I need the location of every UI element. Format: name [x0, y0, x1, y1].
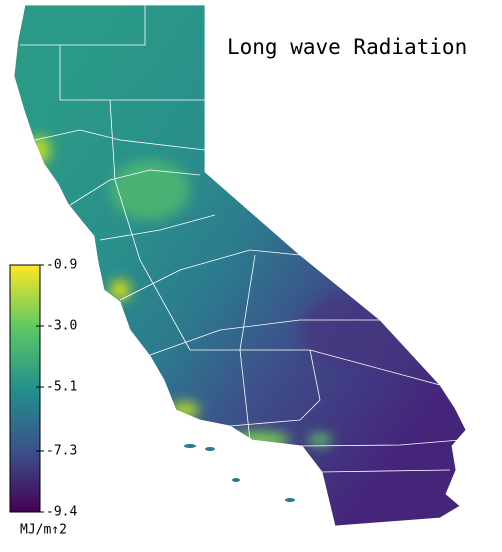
state-outline: [13, 4, 467, 527]
colorbar-tick-label: -7.3: [46, 443, 77, 458]
map-title: Long wave Radiation: [227, 35, 467, 59]
islands: [184, 444, 295, 502]
county-lines: [20, 5, 461, 473]
colorbar-label: MJ/m↑2: [20, 523, 67, 538]
colorbar-tick-label: -3.0: [46, 319, 77, 334]
colorbar-tick-label: -5.1: [46, 380, 77, 395]
colorbar-tick-label: -9.4: [46, 505, 77, 520]
colorbar-tick-label: -0.9: [46, 258, 77, 273]
colorbar: [9, 264, 41, 513]
